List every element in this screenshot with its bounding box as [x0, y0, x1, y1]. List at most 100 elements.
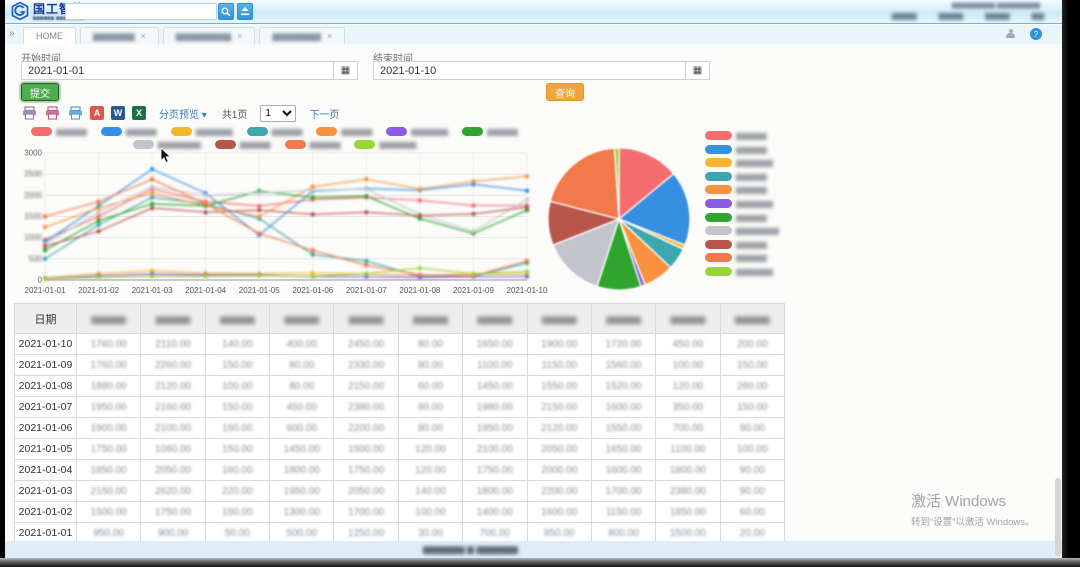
tab-close-icon[interactable]: × — [237, 31, 243, 41]
value-cell: 1950.00 — [75, 396, 142, 418]
pie-legend-item-6[interactable]: ▆▆▆▆▆▆ — [705, 198, 779, 208]
pdf-export-icon[interactable]: A — [90, 105, 104, 120]
value-cell: 2100.00 — [462, 438, 528, 460]
header-menu-item-2[interactable]: ▆▆▆▆ — [938, 11, 964, 20]
line-legend-item-8[interactable]: ▆▆▆▆▆▆▆ — [132, 140, 201, 149]
vertical-scrollbar[interactable] — [1055, 478, 1061, 556]
legend-label: ▆▆▆▆▆ — [239, 140, 271, 149]
svg-text:2500: 2500 — [24, 170, 42, 179]
value-cell: 1800.00 — [269, 459, 335, 481]
line-legend-item-3[interactable]: ▆▆▆▆▆▆ — [170, 127, 233, 136]
value-cell: 2620.00 — [140, 480, 206, 502]
date-cell: 2021-01-02 — [14, 501, 77, 523]
pie-legend-item-11[interactable]: ▆▆▆▆▆▆ — [705, 266, 779, 276]
legend-swatch — [705, 158, 732, 168]
value-cell: 1850.00 — [75, 459, 142, 481]
value-cell: 80.00 — [397, 333, 464, 355]
printer-blue-icon[interactable] — [67, 106, 83, 121]
line-legend-item-7[interactable]: ▆▆▆▆▆ — [462, 127, 518, 136]
value-cell: 1850.00 — [655, 501, 721, 523]
print-preview-icon[interactable] — [21, 106, 37, 121]
next-page-button[interactable]: 下一页 — [309, 109, 340, 121]
table-row: 2021-01-05 1750.00 1060.00 150.00 1450.00 150… — [14, 438, 786, 460]
date-cell: 2021-01-08 — [14, 375, 77, 397]
pie-legend-item-2[interactable]: ▆▆▆▆▆ — [705, 144, 779, 154]
line-legend-item-5[interactable]: ▆▆▆▆▆ — [316, 127, 372, 136]
column-header-7: ▆▆▆▆▆ — [462, 303, 528, 334]
value-cell: 160.00 — [204, 417, 271, 439]
table-row: 2021-01-01 950.00 900.00 50.00 500.00 1250.00… — [14, 522, 786, 544]
tab-3[interactable]: ▆▆▆▆▆▆▆▆ × — [162, 27, 256, 44]
value-cell: 80.00 — [397, 354, 464, 376]
submit-button[interactable]: 提交 — [21, 83, 59, 101]
start-date-input[interactable] — [21, 61, 333, 80]
end-date-calendar-button[interactable]: ▦ — [685, 61, 710, 80]
column-header-2: ▆▆▆▆▆ — [140, 303, 206, 334]
line-legend-item-10[interactable]: ▆▆▆▆▆ — [284, 140, 340, 149]
value-cell: 60.00 — [397, 375, 464, 397]
table-row: 2021-01-04 1850.00 2050.00 160.00 1800.00 175… — [14, 459, 786, 481]
search-input[interactable] — [65, 3, 217, 20]
pie-legend-item-9[interactable]: ▆▆▆▆▆ — [705, 239, 779, 249]
pie-legend-item-10[interactable]: ▆▆▆▆▆ — [705, 253, 779, 263]
tab-close-icon[interactable]: × — [140, 31, 146, 41]
calendar-icon: ▦ — [692, 65, 703, 76]
legend-label: ▆▆▆▆▆ — [736, 144, 767, 154]
value-cell: 1950.00 — [462, 417, 528, 439]
excel-export-icon[interactable]: X — [132, 105, 146, 120]
header-menu-item-4[interactable]: ▆▆ — [1031, 11, 1044, 20]
svg-text:2021-01-06: 2021-01-06 — [292, 286, 333, 295]
value-cell: 120.00 — [655, 375, 721, 397]
line-legend-item-6[interactable]: ▆▆▆▆▆▆ — [386, 127, 448, 136]
word-export-icon[interactable]: W — [111, 105, 125, 120]
tab-4[interactable]: ▆▆▆▆▆▆▆ × — [259, 27, 346, 44]
header-menu-item-3[interactable]: ▆▆▆▆ — [985, 11, 1010, 20]
tabbar-right-icons: ? — [1005, 28, 1042, 40]
column-header-label: ▆▆▆▆▆ — [284, 313, 320, 324]
legend-swatch — [705, 131, 732, 140]
line-chart: 0 500 1000 1500 2000 2500 3000 2021-01-01 2021-0… — [24, 149, 548, 296]
value-cell: 140.00 — [397, 480, 464, 502]
tab-home[interactable]: HOME — [23, 27, 76, 44]
search-button[interactable] — [218, 3, 234, 20]
legend-swatch — [705, 198, 732, 208]
end-date-input[interactable] — [373, 61, 685, 80]
page-select[interactable]: 1 — [260, 104, 297, 122]
column-header-1: ▆▆▆▆▆ — [75, 303, 142, 334]
help-icon[interactable]: ? — [1030, 28, 1042, 40]
tab-2[interactable]: ▆▆▆▆▆▆ × — [80, 27, 159, 44]
upload-button[interactable] — [237, 3, 253, 20]
value-cell: 2120.00 — [526, 417, 592, 439]
upload-icon — [241, 7, 249, 16]
pie-legend-item-1[interactable]: ▆▆▆▆▆ — [705, 131, 779, 140]
line-legend-item-11[interactable]: ▆▆▆▆▆▆ — [354, 140, 416, 149]
paging-preview-dropdown[interactable]: 分页预览 ▾ — [159, 109, 207, 121]
legend-label: ▆▆▆▆▆▆▆ — [736, 226, 780, 236]
header-menu-item-1[interactable]: ▆▆▆▆ — [891, 11, 917, 20]
pie-legend-item-4[interactable]: ▆▆▆▆▆ — [705, 171, 779, 181]
user-icon[interactable] — [1005, 28, 1016, 40]
pie-legend-item-7[interactable]: ▆▆▆▆▆ — [705, 212, 779, 222]
legend-label: ▆▆▆▆▆ — [487, 127, 518, 136]
value-cell: 2380.00 — [655, 480, 721, 502]
logo-icon — [11, 2, 29, 20]
printer-pink-icon[interactable] — [44, 106, 60, 121]
line-legend-item-1[interactable]: ▆▆▆▆▆ — [31, 127, 87, 136]
legend-swatch — [246, 127, 268, 136]
pie-legend-item-3[interactable]: ▆▆▆▆▆▆ — [705, 158, 779, 168]
tab-close-icon[interactable]: × — [326, 31, 333, 41]
tab-scroll-arrow[interactable]: » — [9, 28, 15, 39]
legend-swatch — [284, 140, 306, 149]
value-cell: 160.00 — [204, 459, 271, 481]
line-legend-item-4[interactable]: ▆▆▆▆▆ — [246, 127, 302, 136]
query-button[interactable]: 查询 — [546, 83, 584, 101]
pie-legend-item-8[interactable]: ▆▆▆▆▆▆▆ — [705, 226, 780, 236]
pie-legend-item-5[interactable]: ▆▆▆▆▆ — [705, 185, 779, 195]
value-cell: 1500.00 — [75, 501, 142, 523]
start-date-calendar-button[interactable]: ▦ — [333, 61, 358, 80]
line-legend-item-9[interactable]: ▆▆▆▆▆ — [214, 140, 271, 149]
value-cell: 2050.00 — [526, 438, 592, 460]
line-legend-item-2[interactable]: ▆▆▆▆▆ — [100, 127, 157, 136]
total-pages-label: 共1页 — [221, 109, 248, 121]
